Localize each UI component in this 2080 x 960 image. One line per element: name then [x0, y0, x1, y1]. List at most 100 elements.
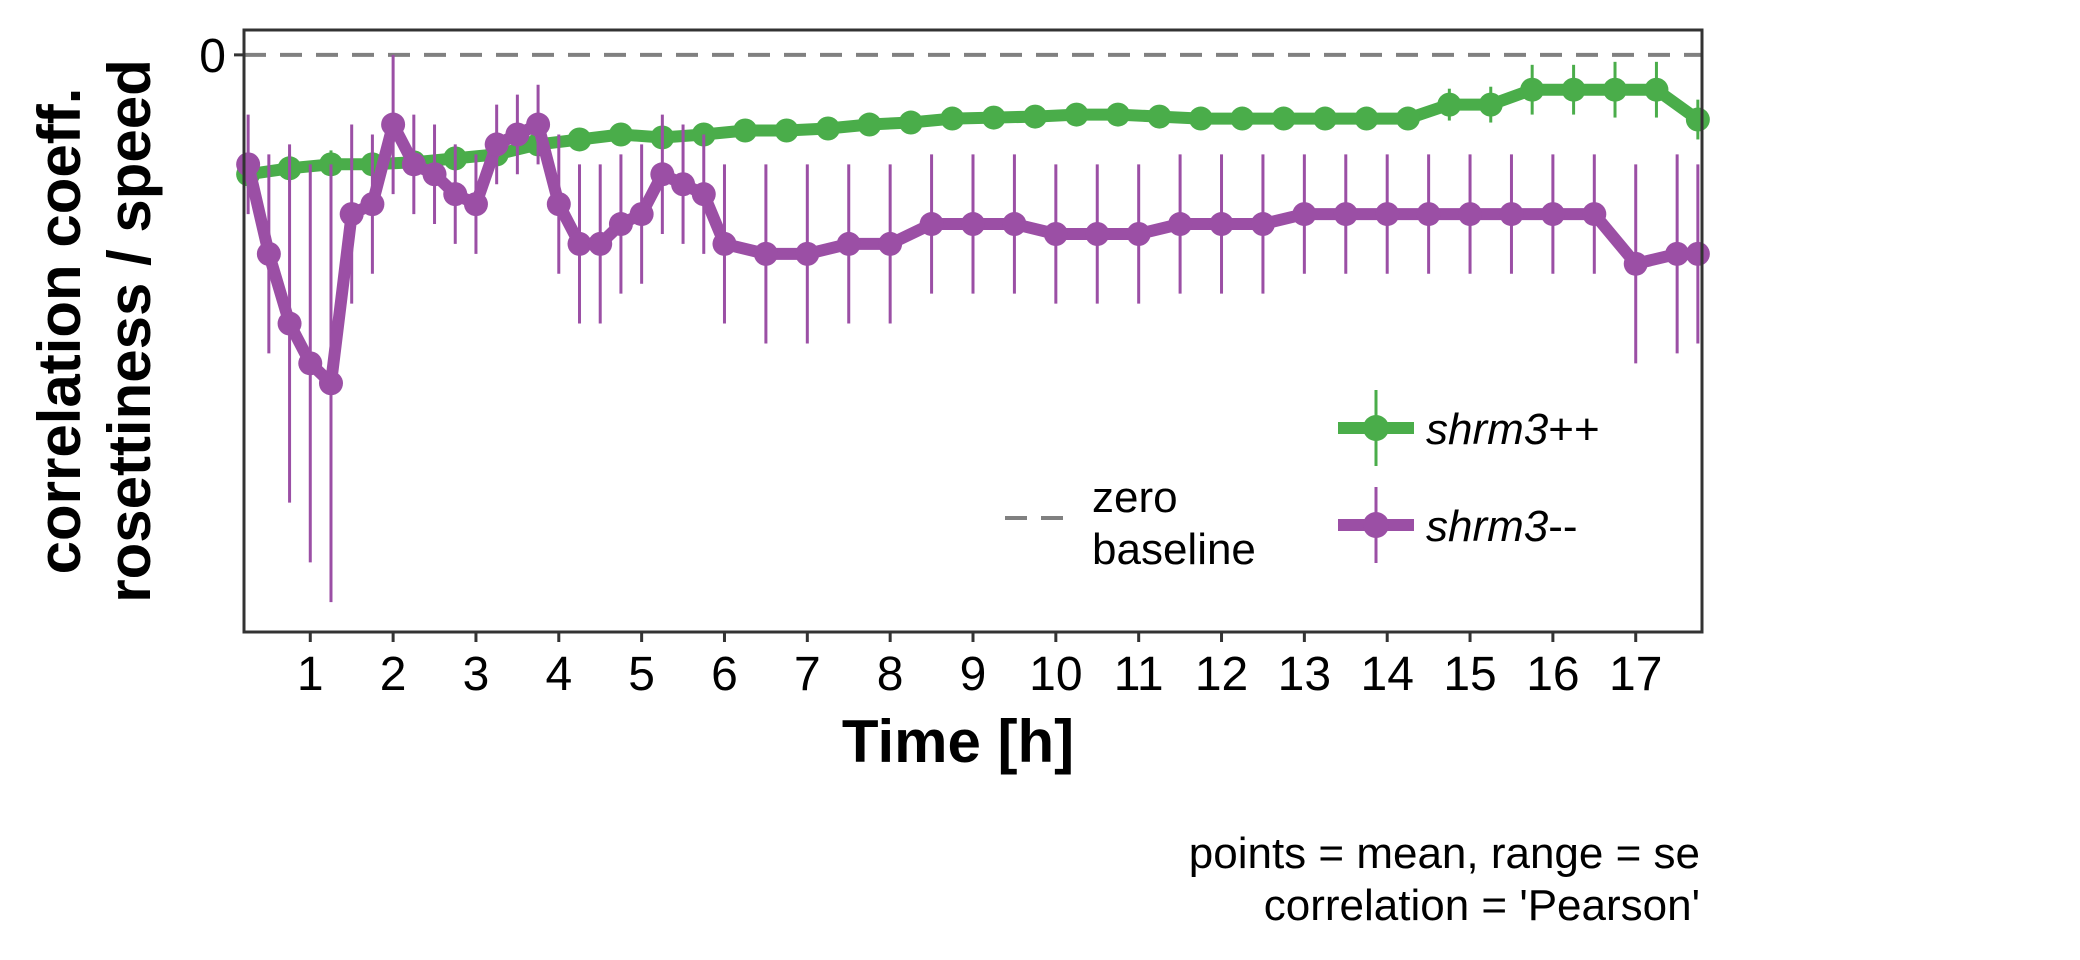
x-tick-label: 15 [1443, 648, 1496, 701]
x-tick-label: 14 [1361, 648, 1414, 701]
legend-label-suffix: ++ [1548, 405, 1599, 454]
legend-label-italic: shrm3 [1426, 502, 1549, 551]
x-tick-label: 16 [1526, 648, 1579, 701]
data-point [546, 192, 571, 217]
data-point [339, 202, 364, 227]
x-tick-label: 13 [1278, 648, 1331, 701]
y-tick-label: 0 [199, 30, 226, 83]
x-tick-label: 6 [711, 648, 738, 701]
legend-entry-shrm3--: shrm3-- [1338, 487, 1578, 563]
data-point [381, 112, 406, 137]
x-axis-title: Time [h] [842, 708, 1074, 775]
data-point [774, 118, 799, 143]
data-point [878, 231, 903, 256]
data-point [505, 122, 530, 147]
data-point [1188, 106, 1213, 131]
data-point [1002, 212, 1027, 237]
data-point [1085, 221, 1110, 246]
data-point [1437, 92, 1462, 117]
data-point [753, 241, 778, 266]
x-tick-label: 4 [545, 648, 572, 701]
data-point [1230, 106, 1255, 131]
legend-baseline-label: baseline [1092, 525, 1256, 574]
data-point [1603, 77, 1628, 102]
legend-label: shrm3++ [1426, 405, 1600, 454]
data-point [608, 212, 633, 237]
data-point [1292, 202, 1317, 227]
legend-label-italic: shrm3 [1426, 405, 1549, 454]
data-point [1499, 202, 1524, 227]
data-point [318, 371, 343, 396]
data-point [1043, 221, 1068, 246]
data-point [298, 351, 323, 376]
data-point [1458, 202, 1483, 227]
data-point [1665, 241, 1690, 266]
x-tick-label: 2 [380, 648, 407, 701]
data-point [1209, 212, 1234, 237]
data-point [1685, 107, 1710, 132]
data-point [1540, 202, 1565, 227]
data-point [733, 118, 758, 143]
legend-label-suffix: -- [1548, 502, 1577, 551]
data-point [422, 162, 447, 187]
data-point [360, 192, 385, 217]
x-tick-label: 9 [960, 648, 987, 701]
legend-entry-shrm3++: shrm3++ [1338, 390, 1600, 466]
data-point [1147, 104, 1172, 129]
data-point [1333, 202, 1358, 227]
data-point [443, 182, 468, 207]
axis-layer: 1 2 3 4 5 6 7 8 9 10 11 12 13 14 15 16 170 [199, 28, 1704, 701]
data-point [1271, 106, 1296, 131]
data-point [671, 172, 696, 197]
x-tick-label: 1 [297, 648, 324, 701]
data-point [691, 182, 716, 207]
legend-key-point [1363, 512, 1389, 538]
label-layer: Time [h] correlation coeff. rosettiness / … [26, 59, 1700, 930]
data-point [1250, 212, 1275, 237]
data-point [981, 105, 1006, 130]
data-point [567, 231, 592, 256]
data-point [1478, 92, 1503, 117]
data-point [1354, 106, 1379, 131]
data-point [1685, 241, 1710, 266]
data-point [401, 152, 426, 177]
data-point [857, 112, 882, 137]
data-point [1561, 77, 1586, 102]
x-tick-label: 17 [1609, 648, 1662, 701]
data-point [836, 231, 861, 256]
data-point [898, 110, 923, 135]
data-point [608, 122, 633, 147]
data-point [484, 132, 509, 157]
data-point [1064, 102, 1089, 127]
caption-line2: correlation = 'Pearson' [1264, 881, 1700, 930]
data-point [236, 152, 261, 177]
data-point [256, 241, 281, 266]
data-point [1023, 104, 1048, 129]
x-tick-label: 10 [1029, 648, 1082, 701]
data-point [816, 116, 841, 141]
data-point [712, 231, 737, 256]
x-tick-label: 8 [877, 648, 904, 701]
data-point [1168, 212, 1193, 237]
data-point [940, 106, 965, 131]
x-tick-label: 11 [1114, 648, 1164, 701]
data-point [1623, 251, 1648, 276]
series-shrm3-- [236, 54, 1710, 603]
data-point [1395, 106, 1420, 131]
data-point [1416, 202, 1441, 227]
y-axis-title-line2: rosettiness / speed [96, 59, 163, 603]
data-point [567, 127, 592, 152]
data-point [961, 212, 985, 237]
legend-key-point [1363, 415, 1389, 441]
x-tick-label: 12 [1195, 648, 1248, 701]
series-layer [236, 52, 1710, 603]
data-point [795, 241, 820, 266]
data-point [588, 231, 613, 256]
legend-label: shrm3-- [1426, 502, 1578, 551]
data-point [1644, 77, 1669, 102]
data-point [277, 311, 302, 336]
data-point [463, 192, 488, 217]
data-point [1105, 102, 1130, 127]
data-point [919, 212, 944, 237]
